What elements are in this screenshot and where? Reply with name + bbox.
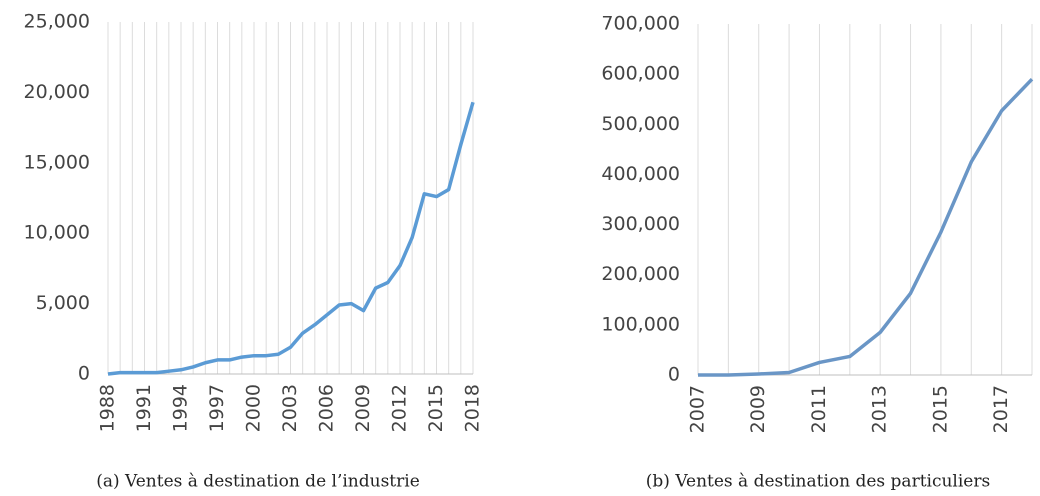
y-tick-label: 600,000 (601, 63, 680, 85)
y-tick-label: 0 (668, 364, 680, 386)
caption: (b) Ventes à destination des particulier… (646, 472, 990, 492)
x-tick-label: 2012 (389, 384, 411, 432)
caption: (a) Ventes à destination de l’industrie (96, 472, 420, 492)
data-line (698, 77, 1034, 377)
y-tick-label: 10,000 (24, 222, 90, 244)
x-tick-label: 2009 (747, 385, 769, 433)
x-tick-label: 2006 (316, 384, 338, 432)
y-tick-label: 20,000 (24, 81, 90, 103)
x-tick-label: 2007 (687, 385, 709, 433)
x-tick-label: 1988 (97, 384, 119, 432)
y-tick-label: 500,000 (601, 113, 680, 135)
y-tick-label: 25,000 (24, 11, 90, 33)
x-tick-label: 2000 (243, 384, 265, 432)
x-tick-label: 2009 (352, 384, 374, 432)
x-tick-label: 2013 (869, 385, 891, 433)
data-line (107, 101, 475, 376)
y-tick-label: 400,000 (601, 163, 680, 185)
y-tick-label: 300,000 (601, 213, 680, 235)
y-tick-label: 5,000 (36, 292, 90, 314)
y-tick-label: 100,000 (601, 313, 680, 335)
y-tick-label: 700,000 (601, 13, 680, 35)
x-tick-label: 2015 (929, 385, 951, 433)
x-tick-label: 2015 (425, 384, 447, 432)
x-tick-label: 2018 (462, 384, 484, 432)
x-tick-label: 1997 (206, 384, 228, 432)
x-tick-label: 1994 (170, 384, 192, 432)
x-tick-label: 2003 (279, 384, 301, 432)
y-tick-label: 200,000 (601, 263, 680, 285)
y-tick-label: 15,000 (24, 151, 90, 173)
x-tick-label: 2011 (808, 385, 830, 433)
y-tick-label: 0 (78, 363, 90, 385)
x-tick-label: 1991 (133, 384, 155, 432)
x-tick-label: 2017 (990, 385, 1012, 433)
